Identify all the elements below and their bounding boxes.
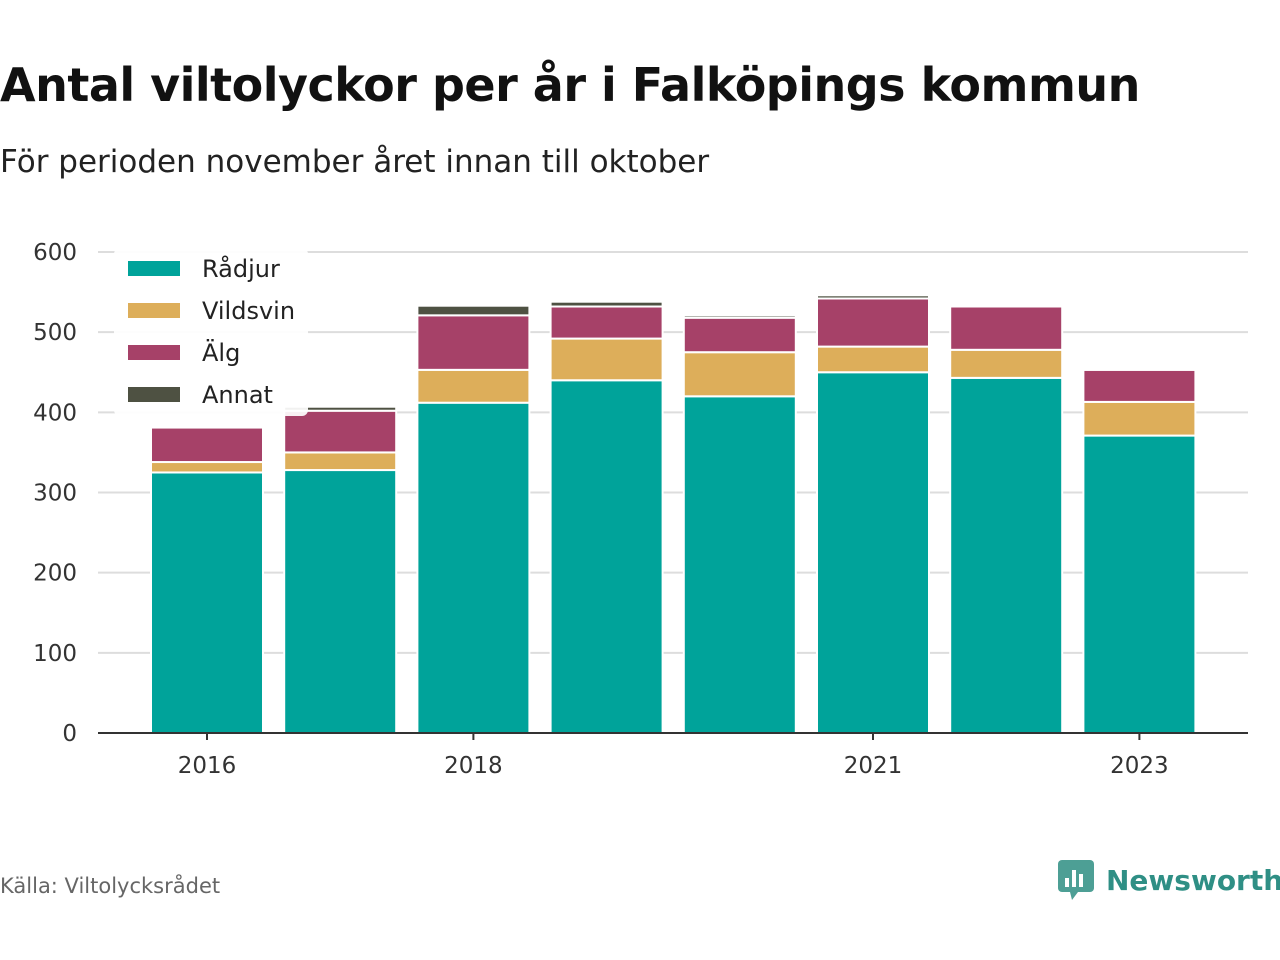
bar-segment[interactable] — [1082, 368, 1197, 403]
y-tick-label: 100 — [33, 641, 77, 667]
x-tick-label: 2016 — [178, 753, 237, 779]
legend: Rådjur Vildsvin Älg Annat — [114, 248, 308, 416]
bar-segment[interactable] — [416, 368, 531, 404]
bar-group-2023 — [1082, 367, 1197, 734]
bar-segment[interactable] — [816, 297, 930, 348]
y-tick-label: 0 — [62, 721, 77, 747]
bar-segment[interactable] — [283, 409, 398, 454]
x-tick-label: 2023 — [1110, 753, 1169, 779]
bar-group-2020 — [682, 314, 797, 734]
y-tick-label: 200 — [33, 561, 77, 587]
chart-title: Antal viltolyckor per år i Falköpings ko… — [0, 58, 1140, 112]
legend-swatch — [128, 387, 180, 402]
bar-segment[interactable] — [682, 395, 797, 734]
legend-item-label: Annat — [202, 381, 273, 409]
bar-segment[interactable] — [949, 348, 1064, 379]
bar-segment[interactable] — [150, 426, 264, 464]
legend-item-label: Vildsvin — [202, 297, 295, 325]
bar-segment[interactable] — [816, 345, 930, 374]
legend-swatch — [128, 345, 180, 360]
bar-segment[interactable] — [1082, 434, 1197, 734]
x-axis-ticks: 2016 2018 2021 2023 — [178, 733, 1169, 779]
y-tick-label: 400 — [33, 400, 77, 426]
y-tick-label: 500 — [33, 320, 77, 346]
bar-segment[interactable] — [283, 469, 398, 734]
x-tick-label: 2021 — [844, 753, 903, 779]
brand-name: Newsworthy — [1106, 863, 1280, 897]
bar-segment[interactable] — [1082, 367, 1197, 371]
x-tick-label: 2018 — [444, 753, 503, 779]
source-note: Källa: Viltolycksrådet — [0, 874, 221, 898]
bar-group-2018 — [416, 304, 531, 734]
bar-segment[interactable] — [682, 316, 797, 354]
bar-segment[interactable] — [549, 305, 664, 340]
bar-segment[interactable] — [1082, 400, 1197, 437]
legend-swatch — [128, 261, 180, 276]
newsworthy-logo-icon — [1058, 860, 1094, 900]
bar-segment[interactable] — [150, 471, 264, 734]
legend-item-label: Rådjur — [202, 254, 280, 283]
bar-segment[interactable] — [549, 300, 664, 308]
bar-segment[interactable] — [283, 451, 398, 472]
bar-segment[interactable] — [949, 305, 1064, 351]
bar-segment[interactable] — [549, 379, 664, 734]
y-tick-label: 600 — [33, 240, 77, 266]
bar-segment[interactable] — [416, 401, 531, 734]
bar-segment[interactable] — [682, 351, 797, 398]
bar-segment[interactable] — [416, 314, 531, 371]
y-tick-label: 300 — [33, 481, 77, 507]
bar-group-2017 — [283, 405, 398, 734]
bars — [150, 294, 1197, 734]
bar-segment[interactable] — [949, 376, 1064, 734]
brand-logo[interactable]: Newsworthy — [1058, 860, 1280, 900]
bar-segment[interactable] — [816, 294, 930, 300]
bar-segment[interactable] — [150, 461, 264, 474]
bar-segment[interactable] — [816, 371, 930, 734]
chart-subtitle: För perioden november året innan till ok… — [0, 144, 710, 180]
bar-group-2022 — [949, 305, 1064, 734]
y-axis-ticks: 0 100 200 300 400 500 600 — [33, 240, 77, 747]
bar-group-2019 — [549, 300, 664, 734]
bar-group-2016 — [150, 426, 264, 734]
bar-group-2021 — [816, 294, 930, 734]
bar-segment[interactable] — [682, 314, 797, 319]
bar-segment[interactable] — [549, 337, 664, 382]
legend-item-label: Älg — [202, 338, 240, 367]
legend-background — [114, 248, 308, 416]
bar-segment[interactable] — [416, 304, 531, 317]
legend-swatch — [128, 303, 180, 318]
